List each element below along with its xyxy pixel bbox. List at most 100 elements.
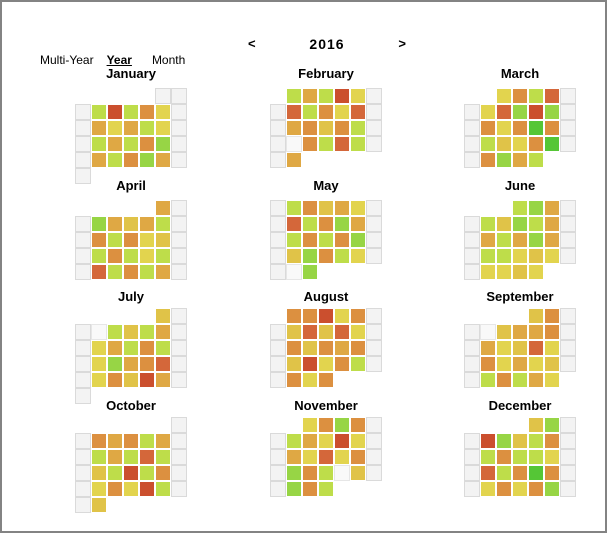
day-cell[interactable] [155, 232, 171, 248]
day-cell[interactable] [107, 232, 123, 248]
day-cell[interactable] [528, 120, 544, 136]
day-cell[interactable] [286, 152, 302, 168]
day-cell[interactable] [123, 152, 139, 168]
day-cell[interactable] [544, 433, 560, 449]
day-cell[interactable] [512, 449, 528, 465]
day-cell[interactable] [139, 481, 155, 497]
day-cell[interactable] [496, 136, 512, 152]
day-cell[interactable] [302, 216, 318, 232]
day-cell[interactable] [480, 232, 496, 248]
day-cell[interactable] [286, 308, 302, 324]
day-cell[interactable] [286, 248, 302, 264]
day-cell[interactable] [496, 104, 512, 120]
day-cell[interactable] [91, 232, 107, 248]
day-cell[interactable] [512, 340, 528, 356]
day-cell[interactable] [480, 372, 496, 388]
day-cell[interactable] [91, 248, 107, 264]
day-cell[interactable] [155, 136, 171, 152]
day-cell[interactable] [318, 216, 334, 232]
day-cell[interactable] [512, 120, 528, 136]
day-cell[interactable] [512, 200, 528, 216]
day-cell[interactable] [496, 449, 512, 465]
day-cell[interactable] [528, 200, 544, 216]
day-cell[interactable] [123, 120, 139, 136]
day-cell[interactable] [286, 372, 302, 388]
day-cell[interactable] [286, 433, 302, 449]
day-cell[interactable] [528, 104, 544, 120]
day-cell[interactable] [528, 324, 544, 340]
day-cell[interactable] [302, 465, 318, 481]
day-cell[interactable] [334, 433, 350, 449]
day-cell[interactable] [107, 264, 123, 280]
day-cell[interactable] [528, 372, 544, 388]
day-cell[interactable] [496, 340, 512, 356]
day-cell[interactable] [139, 120, 155, 136]
day-cell[interactable] [302, 356, 318, 372]
day-cell[interactable] [480, 104, 496, 120]
day-cell[interactable] [512, 324, 528, 340]
day-cell[interactable] [302, 433, 318, 449]
day-cell[interactable] [123, 340, 139, 356]
day-cell[interactable] [107, 216, 123, 232]
day-cell[interactable] [496, 465, 512, 481]
day-cell[interactable] [496, 481, 512, 497]
day-cell[interactable] [318, 200, 334, 216]
next-year-button[interactable]: > [398, 36, 406, 51]
day-cell[interactable] [480, 264, 496, 280]
day-cell[interactable] [155, 264, 171, 280]
day-cell[interactable] [512, 372, 528, 388]
day-cell[interactable] [350, 104, 366, 120]
day-cell[interactable] [528, 481, 544, 497]
day-cell[interactable] [512, 465, 528, 481]
day-cell[interactable] [334, 308, 350, 324]
day-cell[interactable] [139, 264, 155, 280]
day-cell[interactable] [496, 88, 512, 104]
day-cell[interactable] [91, 481, 107, 497]
day-cell[interactable] [302, 308, 318, 324]
day-cell[interactable] [544, 308, 560, 324]
day-cell[interactable] [123, 248, 139, 264]
day-cell[interactable] [318, 481, 334, 497]
day-cell[interactable] [155, 356, 171, 372]
day-cell[interactable] [318, 372, 334, 388]
day-cell[interactable] [318, 356, 334, 372]
day-cell[interactable] [350, 324, 366, 340]
day-cell[interactable] [496, 216, 512, 232]
day-cell[interactable] [528, 340, 544, 356]
day-cell[interactable] [286, 232, 302, 248]
day-cell[interactable] [286, 324, 302, 340]
day-cell[interactable] [496, 372, 512, 388]
day-cell[interactable] [496, 324, 512, 340]
day-cell[interactable] [480, 152, 496, 168]
day-cell[interactable] [139, 372, 155, 388]
day-cell[interactable] [528, 465, 544, 481]
day-cell[interactable] [544, 88, 560, 104]
day-cell[interactable] [496, 264, 512, 280]
day-cell[interactable] [528, 248, 544, 264]
day-cell[interactable] [350, 88, 366, 104]
day-cell[interactable] [286, 340, 302, 356]
day-cell[interactable] [334, 417, 350, 433]
day-cell[interactable] [139, 465, 155, 481]
day-cell[interactable] [318, 248, 334, 264]
day-cell[interactable] [123, 356, 139, 372]
day-cell[interactable] [512, 232, 528, 248]
day-cell[interactable] [480, 481, 496, 497]
day-cell[interactable] [528, 232, 544, 248]
day-cell[interactable] [286, 88, 302, 104]
day-cell[interactable] [318, 417, 334, 433]
day-cell[interactable] [123, 104, 139, 120]
day-cell[interactable] [318, 433, 334, 449]
day-cell[interactable] [155, 481, 171, 497]
day-cell[interactable] [286, 216, 302, 232]
day-cell[interactable] [480, 433, 496, 449]
day-cell[interactable] [544, 340, 560, 356]
day-cell[interactable] [528, 264, 544, 280]
day-cell[interactable] [496, 356, 512, 372]
day-cell[interactable] [350, 433, 366, 449]
day-cell[interactable] [139, 433, 155, 449]
day-cell[interactable] [512, 481, 528, 497]
day-cell[interactable] [318, 324, 334, 340]
day-cell[interactable] [91, 356, 107, 372]
day-cell[interactable] [91, 465, 107, 481]
